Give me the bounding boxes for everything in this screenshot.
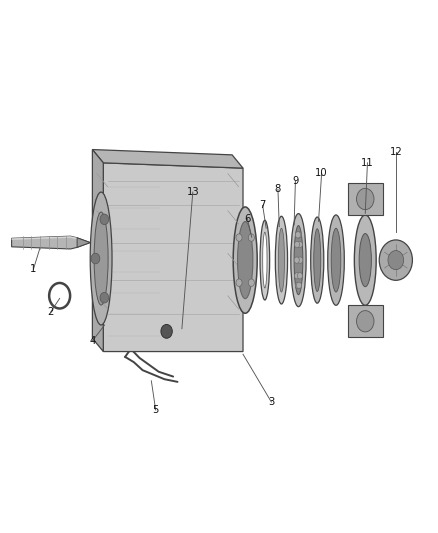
- Circle shape: [297, 282, 302, 288]
- Ellipse shape: [90, 192, 112, 325]
- Circle shape: [100, 293, 109, 303]
- Text: 8: 8: [275, 184, 281, 195]
- Ellipse shape: [279, 228, 285, 292]
- Circle shape: [91, 253, 100, 264]
- Polygon shape: [348, 183, 383, 215]
- Circle shape: [236, 279, 242, 286]
- Circle shape: [297, 232, 302, 238]
- Text: 2: 2: [48, 306, 54, 317]
- Text: 6: 6: [244, 214, 251, 224]
- Polygon shape: [348, 305, 383, 337]
- Circle shape: [297, 272, 303, 279]
- Polygon shape: [92, 150, 243, 168]
- Polygon shape: [12, 236, 90, 249]
- Text: 13: 13: [187, 187, 199, 197]
- Circle shape: [297, 257, 303, 263]
- Circle shape: [388, 251, 404, 270]
- Ellipse shape: [328, 215, 344, 305]
- Text: 3: 3: [268, 397, 275, 407]
- Circle shape: [248, 279, 254, 286]
- Ellipse shape: [294, 225, 303, 295]
- Circle shape: [357, 311, 374, 332]
- Text: 11: 11: [361, 158, 374, 168]
- Circle shape: [100, 214, 109, 224]
- Circle shape: [297, 241, 303, 248]
- Ellipse shape: [314, 229, 321, 292]
- Text: 1: 1: [30, 264, 37, 274]
- Ellipse shape: [94, 212, 108, 305]
- Ellipse shape: [263, 232, 267, 288]
- Circle shape: [236, 234, 242, 241]
- Polygon shape: [103, 163, 243, 352]
- Text: 9: 9: [292, 176, 299, 187]
- Ellipse shape: [359, 233, 371, 287]
- Ellipse shape: [311, 217, 324, 303]
- Circle shape: [161, 325, 172, 338]
- Text: 5: 5: [152, 405, 159, 415]
- Circle shape: [294, 241, 300, 248]
- Circle shape: [295, 282, 300, 288]
- Circle shape: [294, 257, 299, 263]
- Polygon shape: [12, 236, 77, 240]
- Polygon shape: [92, 150, 103, 352]
- Ellipse shape: [354, 215, 376, 305]
- Circle shape: [379, 240, 413, 280]
- Text: 12: 12: [389, 147, 402, 157]
- Ellipse shape: [291, 214, 306, 306]
- Circle shape: [357, 188, 374, 209]
- Circle shape: [99, 317, 110, 330]
- Circle shape: [248, 234, 254, 241]
- Text: 4: 4: [89, 336, 95, 346]
- Polygon shape: [77, 238, 90, 247]
- Ellipse shape: [276, 216, 288, 304]
- Ellipse shape: [237, 222, 253, 298]
- Circle shape: [295, 232, 300, 238]
- Ellipse shape: [260, 220, 270, 300]
- Ellipse shape: [331, 228, 341, 292]
- Circle shape: [294, 272, 300, 279]
- Ellipse shape: [233, 207, 257, 313]
- Text: 7: 7: [259, 200, 266, 211]
- Text: 10: 10: [315, 168, 328, 179]
